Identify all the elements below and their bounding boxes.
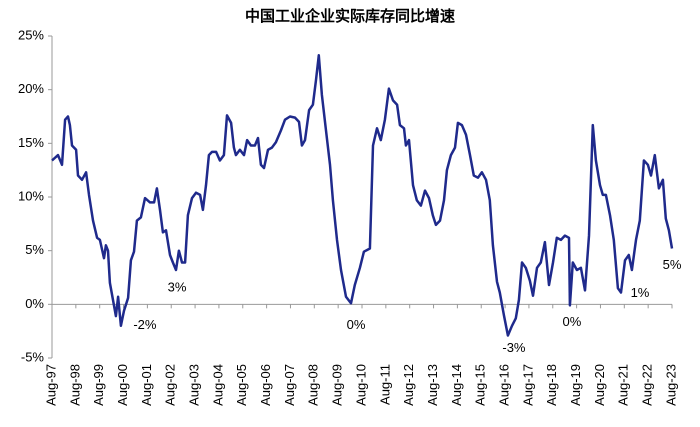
- x-tick-label: Aug-21: [616, 364, 631, 406]
- x-tick-label: Aug-23: [663, 364, 678, 406]
- x-tick-label: Aug-09: [330, 364, 345, 406]
- x-tick-label: Aug-17: [520, 364, 535, 406]
- x-tick-label: Aug-06: [258, 364, 273, 406]
- x-tick-label: Aug-11: [377, 364, 392, 405]
- y-tick-label: 25%: [18, 27, 44, 42]
- x-tick-label: Aug-04: [210, 364, 225, 406]
- x-tick-label: Aug-97: [43, 364, 58, 406]
- x-tick-label: Aug-98: [67, 364, 82, 406]
- x-tick-label: Aug-22: [640, 364, 655, 406]
- x-tick-label: Aug-16: [497, 364, 512, 406]
- annotation: 5%: [663, 257, 682, 272]
- y-tick-label: 15%: [18, 135, 44, 150]
- y-tick-label: 5%: [25, 242, 44, 257]
- y-tick-label: -5%: [21, 349, 45, 364]
- annotation: 3%: [168, 280, 187, 295]
- x-tick-label: Aug-15: [473, 364, 488, 406]
- annotation: -3%: [502, 340, 526, 355]
- x-tick-label: Aug-05: [234, 364, 249, 406]
- x-tick-label: Aug-08: [306, 364, 321, 406]
- x-tick-label: Aug-00: [115, 364, 130, 406]
- x-tick-label: Aug-18: [544, 364, 559, 406]
- y-tick-label: 20%: [18, 81, 44, 96]
- x-tick-label: Aug-10: [353, 364, 368, 406]
- x-tick-label: Aug-12: [401, 364, 416, 406]
- x-tick-label: Aug-01: [139, 364, 154, 406]
- x-tick-label: Aug-19: [568, 364, 583, 406]
- x-tick-label: Aug-03: [187, 364, 202, 406]
- x-tick-label: Aug-20: [592, 364, 607, 406]
- x-tick-label: Aug-02: [163, 364, 178, 406]
- x-tick-label: Aug-14: [449, 364, 464, 406]
- annotation: 0%: [347, 317, 366, 332]
- y-tick-label: 0%: [25, 296, 44, 311]
- data-line: [51, 54, 674, 337]
- x-tick-label: Aug-99: [91, 364, 106, 406]
- chart-title: 中国工业企业实际库存同比增速: [245, 7, 455, 25]
- annotation: 0%: [563, 314, 582, 329]
- x-tick-label: Aug-13: [425, 364, 440, 406]
- y-tick-label: 10%: [18, 188, 44, 203]
- annotation: 1%: [631, 285, 650, 300]
- x-tick-label: Aug-07: [282, 364, 297, 406]
- annotation: -2%: [133, 317, 157, 332]
